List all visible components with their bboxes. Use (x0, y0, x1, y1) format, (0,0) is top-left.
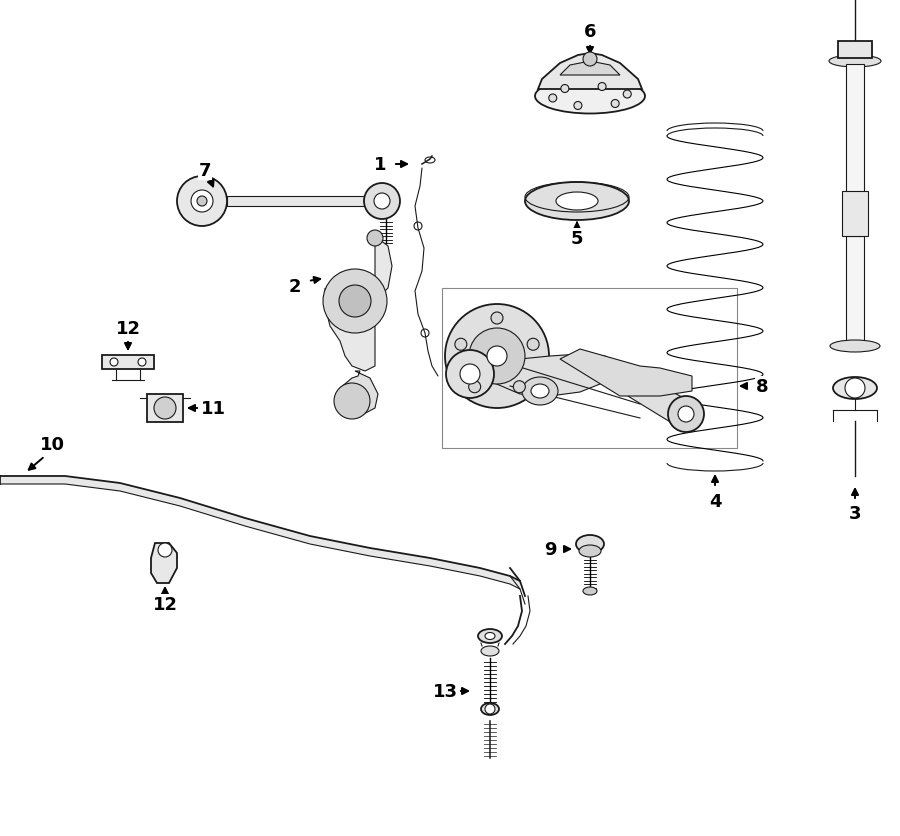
Circle shape (611, 100, 619, 109)
Polygon shape (560, 349, 692, 396)
Circle shape (668, 396, 704, 432)
Circle shape (513, 381, 526, 393)
Circle shape (191, 191, 213, 212)
Circle shape (364, 184, 400, 220)
Ellipse shape (579, 545, 601, 558)
Circle shape (527, 339, 539, 351)
Polygon shape (338, 371, 378, 416)
Text: 2: 2 (289, 278, 302, 296)
Ellipse shape (576, 535, 604, 553)
Polygon shape (492, 354, 692, 429)
Bar (846, 65, 864, 196)
Circle shape (574, 102, 582, 110)
Circle shape (469, 329, 525, 385)
Ellipse shape (525, 183, 629, 221)
Circle shape (323, 270, 387, 334)
Circle shape (334, 384, 370, 420)
Circle shape (374, 194, 390, 210)
Text: 9: 9 (544, 540, 556, 558)
Polygon shape (147, 395, 183, 422)
Circle shape (561, 85, 569, 94)
Ellipse shape (478, 630, 502, 643)
Text: 8: 8 (756, 378, 769, 395)
Circle shape (158, 543, 172, 558)
Circle shape (678, 406, 694, 422)
Circle shape (454, 339, 467, 351)
Circle shape (469, 381, 481, 393)
Text: 5: 5 (571, 230, 583, 247)
Ellipse shape (556, 193, 598, 211)
Ellipse shape (829, 56, 881, 68)
Bar (102, 355, 154, 370)
Text: 11: 11 (201, 400, 226, 417)
Circle shape (491, 313, 503, 324)
Text: 13: 13 (433, 682, 457, 701)
Bar (442, 288, 737, 448)
Ellipse shape (481, 646, 499, 656)
Circle shape (446, 350, 494, 399)
Text: 3: 3 (849, 504, 861, 522)
Ellipse shape (481, 703, 499, 715)
Ellipse shape (833, 378, 877, 400)
Circle shape (197, 196, 207, 206)
Circle shape (154, 398, 176, 420)
Bar (838, 42, 872, 59)
Ellipse shape (535, 79, 645, 115)
Circle shape (598, 84, 606, 91)
Polygon shape (0, 477, 520, 589)
Polygon shape (538, 54, 642, 90)
Bar (842, 191, 868, 237)
Ellipse shape (583, 588, 597, 595)
Ellipse shape (485, 633, 495, 640)
Polygon shape (151, 543, 177, 584)
Circle shape (177, 176, 227, 227)
Circle shape (583, 53, 597, 67)
Ellipse shape (522, 378, 558, 405)
Circle shape (845, 379, 865, 399)
Ellipse shape (531, 385, 549, 399)
Circle shape (138, 359, 146, 366)
Text: 12: 12 (152, 595, 177, 614)
Text: 7: 7 (199, 162, 212, 180)
Circle shape (367, 231, 383, 247)
Polygon shape (227, 196, 370, 206)
Text: 1: 1 (374, 155, 386, 174)
Text: 10: 10 (40, 436, 65, 453)
Text: 6: 6 (584, 23, 596, 41)
Circle shape (460, 364, 480, 385)
Polygon shape (325, 237, 392, 371)
Circle shape (339, 286, 371, 318)
Circle shape (549, 94, 557, 103)
Circle shape (623, 91, 631, 99)
Ellipse shape (830, 340, 880, 353)
Text: 12: 12 (115, 319, 140, 338)
Circle shape (110, 359, 118, 366)
Circle shape (445, 304, 549, 409)
Circle shape (487, 347, 507, 366)
Polygon shape (560, 62, 620, 76)
Bar (846, 237, 864, 347)
Text: 4: 4 (709, 492, 721, 511)
Circle shape (485, 704, 495, 714)
